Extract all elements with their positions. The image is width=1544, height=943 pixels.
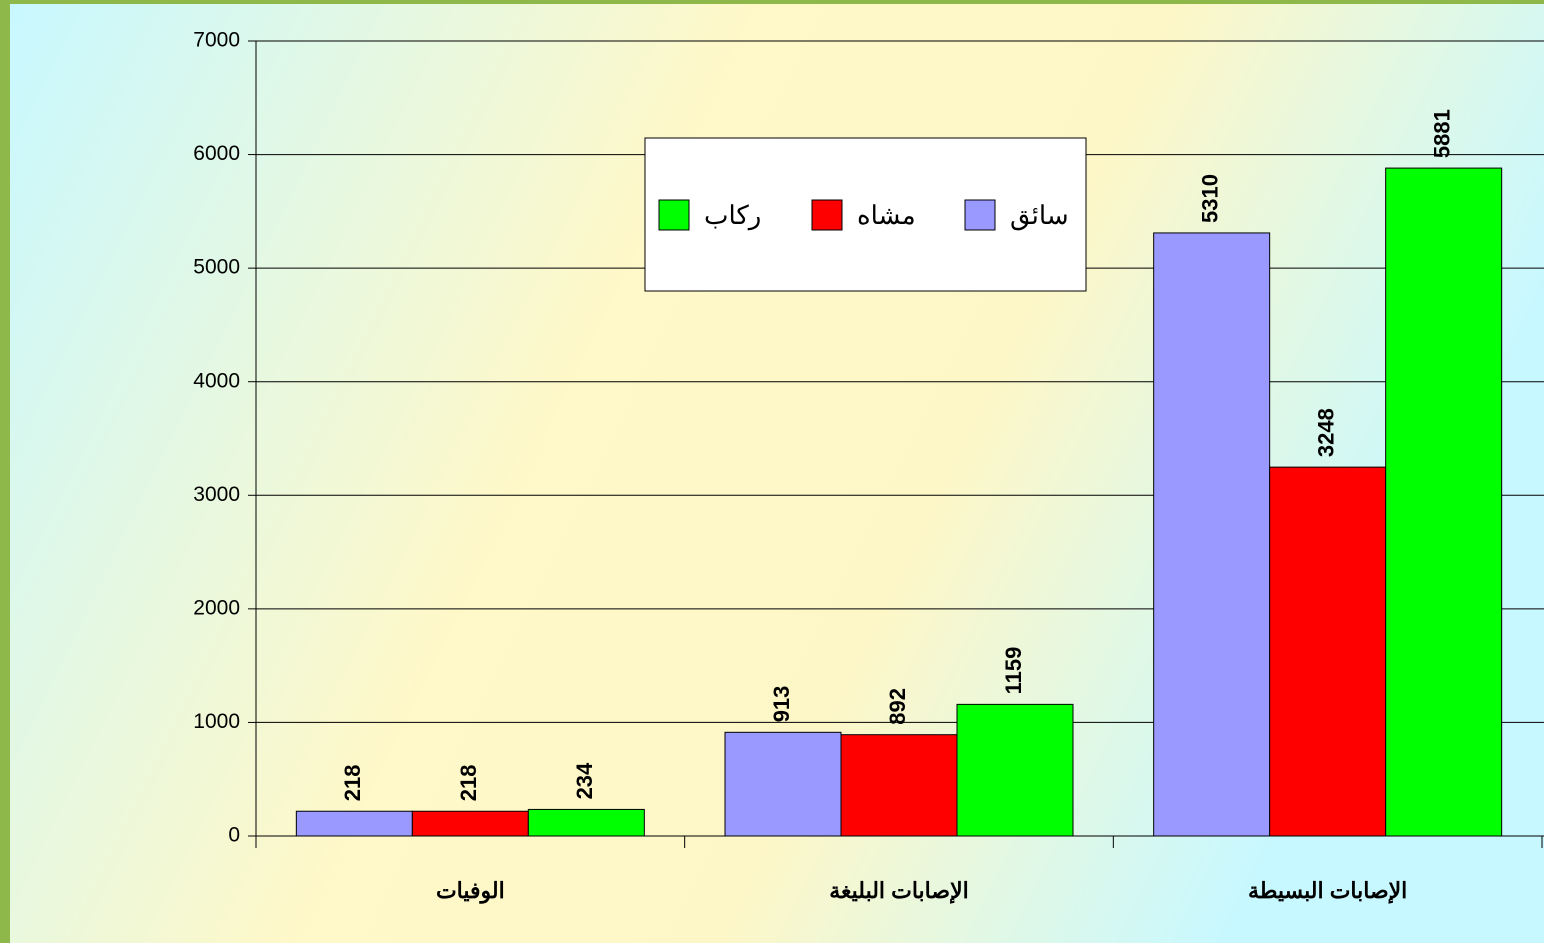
bar <box>724 731 842 837</box>
y-tick-label: 1000 <box>193 710 240 733</box>
y-tick-label: 0 <box>228 824 240 847</box>
bar <box>1153 232 1271 837</box>
x-tick-label: الإصابات البسيطة <box>1248 878 1407 905</box>
bar <box>956 703 1074 837</box>
legend-swatch <box>811 199 843 231</box>
data-label: 5881 <box>1429 109 1454 158</box>
legend-swatch <box>658 199 690 231</box>
data-label: 1159 <box>1001 647 1026 695</box>
data-label: 218 <box>456 765 481 802</box>
y-tick-label: 7000 <box>193 29 240 52</box>
y-tick-label: 6000 <box>193 142 240 165</box>
bar <box>411 810 529 837</box>
bar <box>527 808 645 837</box>
data-label: 3248 <box>1313 408 1338 457</box>
y-tick-label: 2000 <box>193 596 240 619</box>
legend-label: ركاب <box>704 201 761 231</box>
y-tick-label: 3000 <box>193 483 240 506</box>
bar <box>840 734 958 837</box>
data-label: 218 <box>340 765 365 802</box>
legend-swatch <box>964 199 996 231</box>
bar <box>295 810 413 837</box>
legend-label: مشاه <box>857 201 916 231</box>
bar <box>1385 167 1503 837</box>
x-tick-label: الوفيات <box>436 878 505 904</box>
legend-box <box>644 137 1087 292</box>
x-tick-label: الإصابات البليغة <box>829 878 968 905</box>
y-tick-label: 4000 <box>193 369 240 392</box>
bar <box>1269 466 1387 837</box>
data-label: 913 <box>769 686 794 723</box>
data-label: 5310 <box>1197 174 1222 223</box>
data-label: 892 <box>885 688 910 725</box>
legend-label: سائق <box>1010 201 1069 231</box>
y-tick-label: 5000 <box>193 256 240 279</box>
data-label: 234 <box>572 762 597 799</box>
